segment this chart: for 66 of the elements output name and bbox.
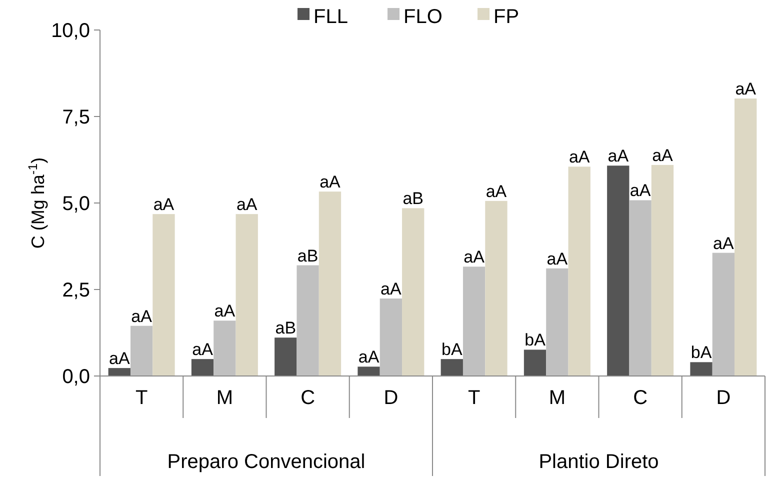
data-label: bA	[524, 330, 546, 350]
bar	[296, 265, 319, 376]
data-label: aA	[464, 248, 486, 267]
data-label: aA	[630, 181, 652, 200]
bar	[607, 166, 630, 376]
y-tick-label: 10,0	[51, 20, 90, 42]
bar	[191, 359, 214, 376]
bar	[546, 268, 568, 376]
bar	[108, 368, 130, 376]
bar	[629, 200, 652, 376]
bar	[358, 366, 380, 376]
bar	[524, 350, 546, 376]
text: Preparo Convencional	[167, 451, 366, 473]
x-tick-label: D	[716, 387, 731, 409]
bar	[712, 252, 735, 376]
bar	[690, 362, 712, 376]
bar	[568, 166, 590, 376]
data-label: aA	[320, 172, 342, 192]
bar	[651, 164, 674, 376]
x-tick-label: M	[548, 387, 566, 409]
bar	[152, 214, 175, 376]
bar	[274, 338, 297, 376]
x-tick-label: C	[300, 387, 316, 409]
y-tick-label: 2,5	[62, 280, 90, 302]
bar	[462, 266, 486, 376]
data-label: aA	[380, 279, 402, 298]
bar	[402, 208, 424, 376]
legend-label: FLO	[404, 6, 442, 28]
data-label: bA	[690, 343, 712, 362]
data-label: aA	[131, 306, 153, 326]
data-label: aA	[735, 80, 757, 99]
x-tick-label: T	[135, 387, 148, 409]
y-tick-label: 5,0	[62, 193, 90, 215]
bar	[318, 192, 342, 376]
legend-label: FLL	[314, 6, 348, 28]
data-label: aA	[108, 349, 130, 368]
x-tick-label: C	[633, 387, 648, 409]
text: Plantio Direto	[538, 451, 659, 473]
bar	[380, 298, 402, 376]
y-tick-label: 0,0	[62, 366, 90, 388]
bar	[236, 214, 258, 376]
data-label: aB	[275, 318, 296, 338]
bar	[130, 326, 153, 376]
bar	[440, 359, 463, 376]
legend-label: FP	[494, 6, 520, 28]
data-label: bA	[441, 340, 463, 360]
data-label: aA	[192, 340, 214, 360]
bar	[485, 200, 508, 376]
data-label: aA	[652, 146, 674, 165]
x-tick-label: M	[216, 387, 234, 409]
data-label: aA	[568, 148, 590, 167]
y-tick-label: 7,5	[62, 106, 90, 128]
data-label: aA	[214, 302, 236, 321]
data-label: aB	[402, 189, 424, 208]
data-label: aA	[236, 195, 258, 214]
bar	[214, 320, 236, 376]
data-label: aA	[608, 146, 630, 166]
x-tick-label: T	[468, 387, 480, 409]
bar	[734, 98, 757, 376]
data-label: aA	[486, 182, 508, 201]
data-label: aB	[297, 246, 318, 266]
data-label: aA	[713, 234, 734, 253]
data-label: aA	[153, 195, 175, 214]
data-label: aA	[546, 249, 568, 268]
data-label: aA	[358, 348, 380, 367]
x-tick-label: D	[384, 387, 398, 409]
